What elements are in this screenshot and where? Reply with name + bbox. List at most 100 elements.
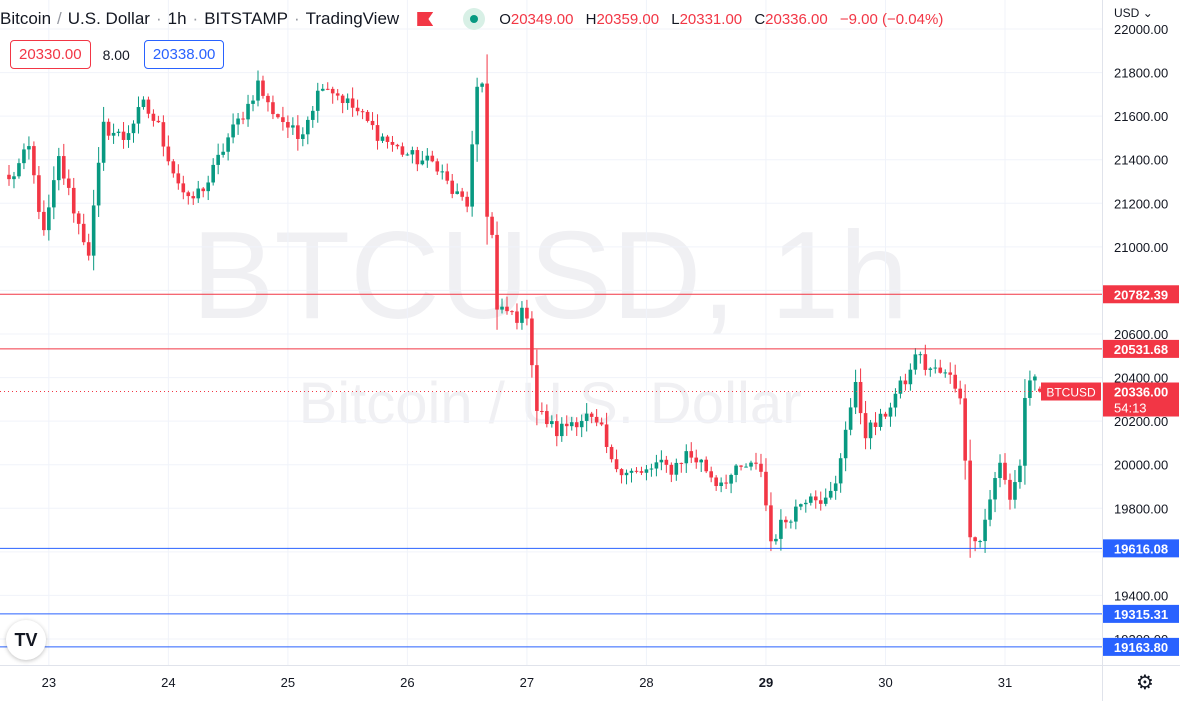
candle-body — [271, 102, 275, 115]
candle-body — [291, 125, 295, 128]
candle-body — [893, 393, 898, 408]
candle-body — [988, 499, 992, 520]
candle-body — [689, 451, 694, 458]
candle-body — [903, 380, 908, 385]
candle-body — [510, 311, 514, 313]
candle-body — [106, 121, 111, 136]
candle-body — [968, 460, 972, 538]
interval-label[interactable]: 1h — [167, 9, 187, 28]
candle-body — [241, 118, 245, 120]
candle-body — [296, 125, 300, 139]
currency-label: USD — [1114, 6, 1140, 20]
quote-currency[interactable]: U.S. Dollar — [67, 9, 150, 28]
candle-body — [649, 468, 654, 470]
candle-body — [365, 111, 370, 121]
symbol-name[interactable]: Bitcoin — [0, 9, 52, 28]
candle-body — [1003, 462, 1007, 480]
candle-body — [659, 459, 664, 463]
candle-body — [405, 154, 410, 156]
price-tick-label: 20600.00 — [1114, 327, 1168, 342]
watermark-description: Bitcoin / U.S. Dollar — [299, 371, 802, 436]
candle-body — [564, 423, 569, 427]
candle-body — [744, 466, 748, 468]
candle-body — [395, 144, 400, 147]
time-tick-label: 31 — [998, 675, 1012, 690]
level-price-label: 19616.08 — [1114, 541, 1168, 556]
candle-body — [938, 367, 943, 373]
candle-body — [714, 477, 718, 487]
low-value: 20331.00 — [679, 10, 743, 28]
spread-value: 8.00 — [102, 46, 130, 63]
candle-body — [774, 538, 778, 542]
candle-body — [559, 423, 564, 437]
candle-body — [674, 462, 679, 475]
candle-body — [261, 80, 265, 96]
candle-body — [754, 462, 758, 464]
time-tick-label: 24 — [161, 675, 175, 690]
candle-body — [101, 121, 106, 163]
candle-body — [574, 422, 579, 428]
time-tick-label: 29 — [759, 675, 773, 690]
time-axis[interactable]: 23 24 25 26 27 28 29 30 31 — [0, 665, 1180, 691]
level-price-label-bg — [1103, 637, 1179, 656]
candle-body — [1033, 376, 1037, 381]
watermark: BTCUSD, 1h Bitcoin / U.S. Dollar — [192, 207, 909, 436]
gear-icon[interactable]: ⚙ — [1136, 672, 1154, 694]
candle-body — [266, 95, 270, 103]
flag-icon[interactable] — [417, 12, 434, 26]
price-tick-label: 20200.00 — [1114, 414, 1168, 429]
tradingview-logo-icon[interactable]: TV — [6, 620, 46, 660]
candle-body — [729, 474, 733, 484]
candle-body — [540, 410, 544, 412]
market-status-icon[interactable] — [463, 8, 486, 30]
candle-body — [883, 413, 888, 417]
candle-body — [460, 191, 464, 197]
candle-body — [400, 146, 405, 155]
candle-body — [619, 469, 624, 476]
candle-body — [1038, 388, 1042, 392]
candle-body — [858, 381, 863, 414]
candle-body — [490, 216, 494, 235]
candle-body — [42, 211, 46, 231]
candle-body — [166, 146, 171, 162]
last-price-label: 20336.00 — [1114, 385, 1168, 400]
candle-body — [878, 413, 883, 427]
level-price-label: 19315.31 — [1114, 607, 1168, 622]
candle-body — [475, 86, 479, 145]
watermark-symbol: BTCUSD, 1h — [192, 207, 909, 345]
candle-body — [236, 118, 240, 125]
buy-button[interactable]: 20338.00 — [143, 40, 225, 69]
candle-body — [978, 541, 982, 543]
candle-body — [813, 496, 818, 501]
candle-body — [818, 500, 823, 504]
open-value: 20349.00 — [510, 10, 574, 28]
candle-body — [724, 482, 728, 484]
level-price-label-bg — [1103, 539, 1179, 558]
candle-body — [948, 372, 953, 375]
sell-button[interactable]: 20330.00 — [10, 40, 91, 69]
candle-body — [246, 103, 250, 120]
candle-body — [226, 137, 230, 152]
candle-body — [440, 171, 445, 173]
candle-body — [794, 506, 798, 522]
candle-body — [191, 196, 196, 199]
currency-select[interactable]: USD ⌄ — [1114, 6, 1153, 20]
candle-body — [306, 119, 310, 135]
horizontal-lines — [0, 293, 1102, 648]
candle-body — [589, 413, 594, 417]
candle-body — [888, 407, 893, 417]
candle-body — [530, 318, 534, 366]
candle-body — [535, 365, 539, 411]
candle-body — [425, 155, 430, 161]
candle-body — [116, 131, 121, 133]
price-tick-label: 19800.00 — [1114, 501, 1168, 516]
candle-body — [694, 457, 699, 463]
candle-body — [604, 424, 609, 447]
candle-body — [485, 83, 489, 217]
candle-body — [669, 464, 674, 475]
price-tick-label: 21200.00 — [1114, 196, 1168, 211]
high-label: H — [585, 10, 597, 28]
symbol-badge: BTCUSD — [1046, 386, 1096, 400]
